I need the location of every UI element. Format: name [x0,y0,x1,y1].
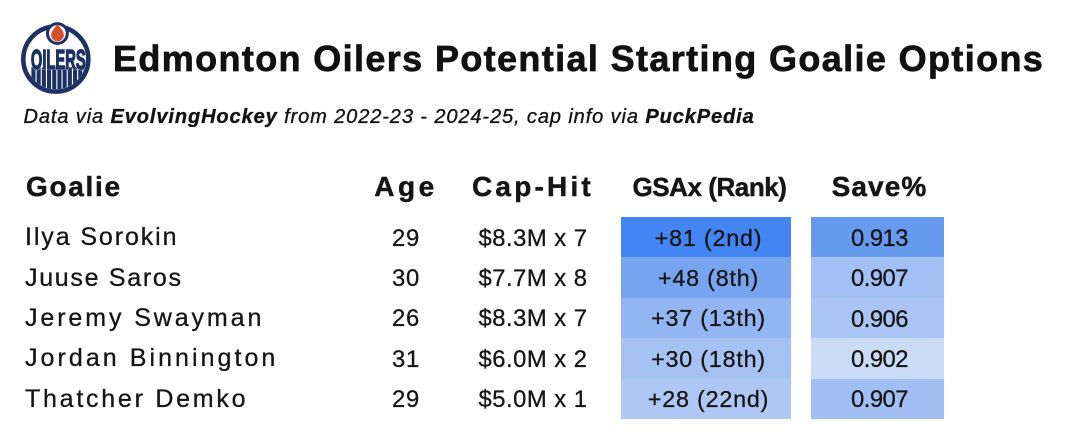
svg-text:OILERS: OILERS [31,44,86,75]
svg-text:OILERS: OILERS [31,44,86,75]
